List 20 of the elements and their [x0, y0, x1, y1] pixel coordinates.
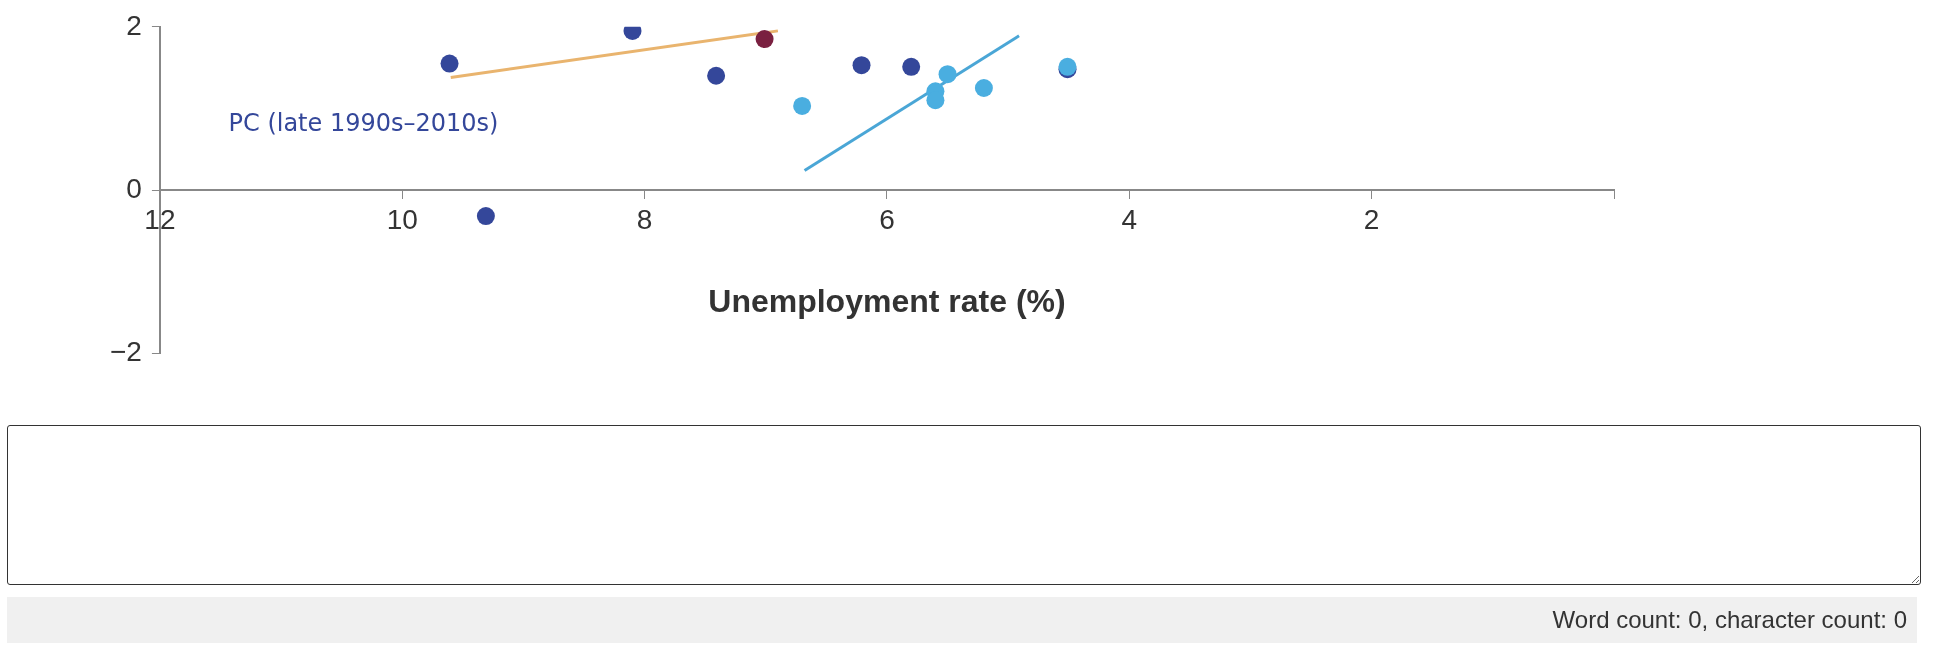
annotation: PC (late 1990s–2010s): [228, 108, 499, 137]
point: [440, 54, 459, 73]
point: [476, 207, 495, 226]
point: [902, 57, 921, 76]
point: [793, 96, 812, 115]
x-tick-label: 6: [879, 203, 895, 235]
x-tick-label: 2: [1363, 203, 1380, 235]
x-axis-title: Unemployment rate (%): [708, 282, 1066, 319]
x-tick-label: 4: [1121, 203, 1138, 235]
y-tick-label: −2: [109, 335, 142, 367]
x-tick-label: 8: [636, 203, 653, 235]
x-tick-label: 10: [386, 203, 418, 235]
y-tick-label: 2: [126, 9, 142, 41]
point: [755, 30, 774, 49]
text: Word count: 0, character count: 0: [7, 597, 1917, 643]
point: [707, 66, 726, 85]
point: [852, 56, 871, 75]
point: [938, 65, 957, 84]
y-tick-label: 0: [126, 172, 142, 204]
point: [974, 79, 993, 97]
